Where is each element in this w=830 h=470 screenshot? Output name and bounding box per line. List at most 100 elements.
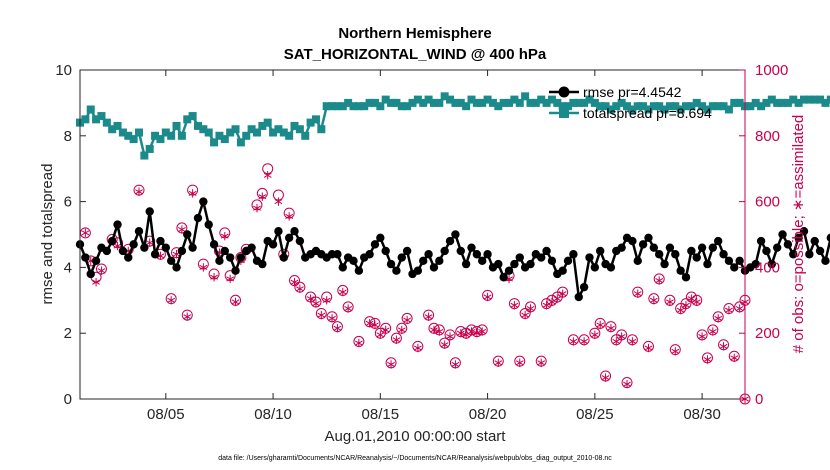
obs-assimilated-marker	[569, 337, 578, 346]
rmse-point	[762, 246, 771, 256]
obs-assimilated-marker	[692, 297, 701, 307]
totalspread-point	[188, 112, 197, 121]
obs-assimilated-marker	[698, 332, 706, 341]
obs-assimilated-marker	[607, 324, 615, 333]
rmse-point	[751, 259, 760, 269]
rmse-point	[338, 263, 347, 272]
totalspread-point	[344, 98, 353, 107]
totalspread-point	[172, 121, 181, 130]
rmse-point	[644, 233, 653, 242]
obs-assimilated-marker	[446, 332, 454, 341]
rmse-point	[102, 246, 112, 256]
rmse-point	[558, 266, 567, 275]
rmse-point	[665, 243, 675, 252]
obs-assimilated-marker	[649, 296, 658, 305]
rmse-point	[735, 256, 744, 266]
totalspread-point	[387, 98, 396, 107]
totalspread-point	[204, 128, 213, 137]
obs-assimilated-marker	[354, 338, 363, 348]
rmse-point	[129, 240, 138, 249]
rmse-point	[445, 236, 455, 246]
y-right-tick-label: 800	[755, 128, 780, 145]
totalspread-point	[746, 102, 755, 111]
obs-assimilated-marker	[628, 337, 637, 346]
totalspread-point	[258, 121, 267, 130]
obs-assimilated-marker	[526, 304, 535, 313]
totalspread-point	[531, 98, 540, 107]
y-right-tick-label: 200	[755, 325, 780, 342]
obs-assimilated-marker	[655, 276, 664, 285]
rmse-point	[692, 253, 701, 262]
obs-assimilated-marker	[258, 192, 267, 201]
obs-assimilated-marker	[633, 289, 642, 298]
totalspread-point	[542, 98, 551, 107]
rmse-point	[472, 250, 482, 259]
legend-spread-marker	[559, 108, 569, 118]
rmse-point	[671, 250, 680, 259]
obs-assimilated-marker	[708, 327, 717, 336]
rmse-point	[483, 250, 492, 259]
obs-assimilated-marker	[403, 315, 412, 325]
rmse-point	[499, 273, 508, 282]
rmse-point	[826, 233, 830, 242]
totalspread-point	[467, 95, 476, 104]
y-right-tick-label: 600	[755, 194, 780, 211]
totalspread-point	[295, 125, 304, 134]
rmse-point	[681, 273, 691, 282]
totalspread-point	[751, 98, 760, 107]
rmse-point	[440, 246, 449, 256]
totalspread-point	[435, 98, 444, 107]
rmse-point	[279, 253, 288, 262]
rmse-point	[799, 227, 809, 236]
rmse-point	[204, 220, 213, 229]
totalspread-point	[515, 98, 524, 107]
rmse-point	[724, 256, 734, 266]
rmse-point	[220, 246, 229, 256]
obs-assimilated-marker	[483, 292, 492, 302]
totalspread-point	[687, 102, 696, 111]
legend: rmse pr=4.4542 totalspread pr=8.694	[549, 84, 712, 121]
totalspread-point	[403, 102, 412, 111]
totalspread-point	[167, 131, 176, 140]
rmse-point	[247, 243, 256, 252]
x-axis-label: Aug.01,2010 00:00:00 start	[325, 428, 507, 445]
obs-assimilated-marker	[623, 379, 631, 389]
obs-assimilated-marker	[521, 310, 530, 320]
totalspread-point	[118, 128, 127, 137]
obs-assimilated-marker	[317, 310, 326, 320]
totalspread-point	[392, 98, 401, 107]
rmse-point	[268, 240, 278, 249]
obs-assimilated-marker	[424, 312, 433, 321]
rmse-point	[274, 227, 283, 236]
rmse-point	[333, 250, 342, 259]
rmse-point	[789, 250, 798, 259]
rmse-point	[638, 240, 648, 249]
obs-assimilated-marker	[322, 296, 331, 305]
totalspread-point	[472, 98, 481, 107]
x-tick-label: 08/05	[147, 406, 185, 423]
rmse-point	[504, 266, 514, 275]
y-left-tick-label: 6	[64, 194, 72, 211]
rmse-point	[397, 253, 406, 262]
obs-assimilated-marker	[253, 203, 261, 213]
rmse-point	[435, 256, 444, 266]
totalspread-point	[767, 95, 776, 104]
obs-assimilated-marker	[338, 287, 347, 297]
obs-assimilated-marker	[145, 238, 154, 247]
obs-assimilated-marker	[231, 297, 240, 307]
rmse-point	[295, 236, 305, 246]
rmse-point	[526, 259, 535, 269]
obs-assimilated-marker	[274, 197, 283, 206]
totalspread-point	[773, 98, 782, 107]
totalspread-point	[285, 131, 294, 140]
rmse-point	[654, 250, 664, 259]
totalspread-point	[596, 102, 605, 111]
totalspread-point	[724, 105, 733, 114]
rmse-point	[107, 236, 117, 246]
obs-assimilated-marker	[714, 314, 723, 323]
totalspread-point	[703, 105, 712, 114]
y-left-tick-label: 10	[55, 62, 72, 79]
rmse-point	[687, 246, 696, 256]
rmse-point	[284, 233, 294, 242]
totalspread-point	[317, 125, 326, 134]
